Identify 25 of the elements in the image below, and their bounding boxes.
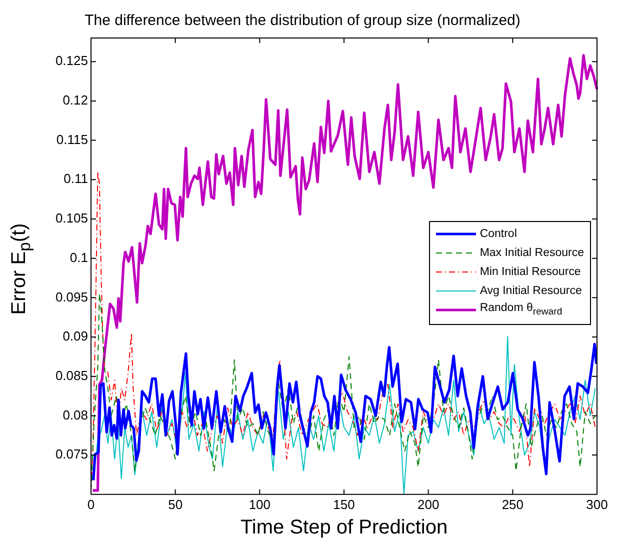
x-tick-label: 150 (333, 496, 355, 512)
y-tick-label: 0.075 (55, 446, 88, 462)
x-tick-label: 100 (248, 496, 271, 512)
legend-label: Max Initial Resource (480, 247, 584, 260)
legend-label: Min Initial Resource (480, 266, 581, 278)
x-tick-label: 0 (87, 496, 95, 512)
y-tick-label: 0.125 (55, 53, 88, 68)
y-tick-label: 0.095 (55, 289, 88, 304)
x-tick-label: 300 (586, 496, 608, 512)
y-tick-label: 0.115 (56, 132, 88, 147)
legend-label: Control (480, 228, 517, 240)
y-tick-label: 0.105 (55, 210, 88, 226)
x-tick-label: 200 (417, 496, 440, 512)
y-tick-label: 0.11 (64, 171, 88, 186)
y-tick-label: 0.1 (70, 250, 88, 265)
x-tick-label: 50 (168, 496, 183, 512)
y-tick-label: 0.12 (62, 92, 88, 108)
x-tick-label: 250 (502, 496, 524, 512)
y-tick-label: 0.08 (62, 407, 88, 422)
y-tick-label: 0.085 (55, 368, 88, 383)
legend-label: Avg Initial Resource (480, 285, 582, 298)
legend-label: Random θ$_{reward}$ (480, 302, 562, 318)
y-tick-label: 0.09 (62, 328, 88, 344)
x-axis-title: Time Step of Prediction (240, 516, 448, 539)
chart-title: The difference between the distribution of group size (normalized) (84, 12, 520, 30)
